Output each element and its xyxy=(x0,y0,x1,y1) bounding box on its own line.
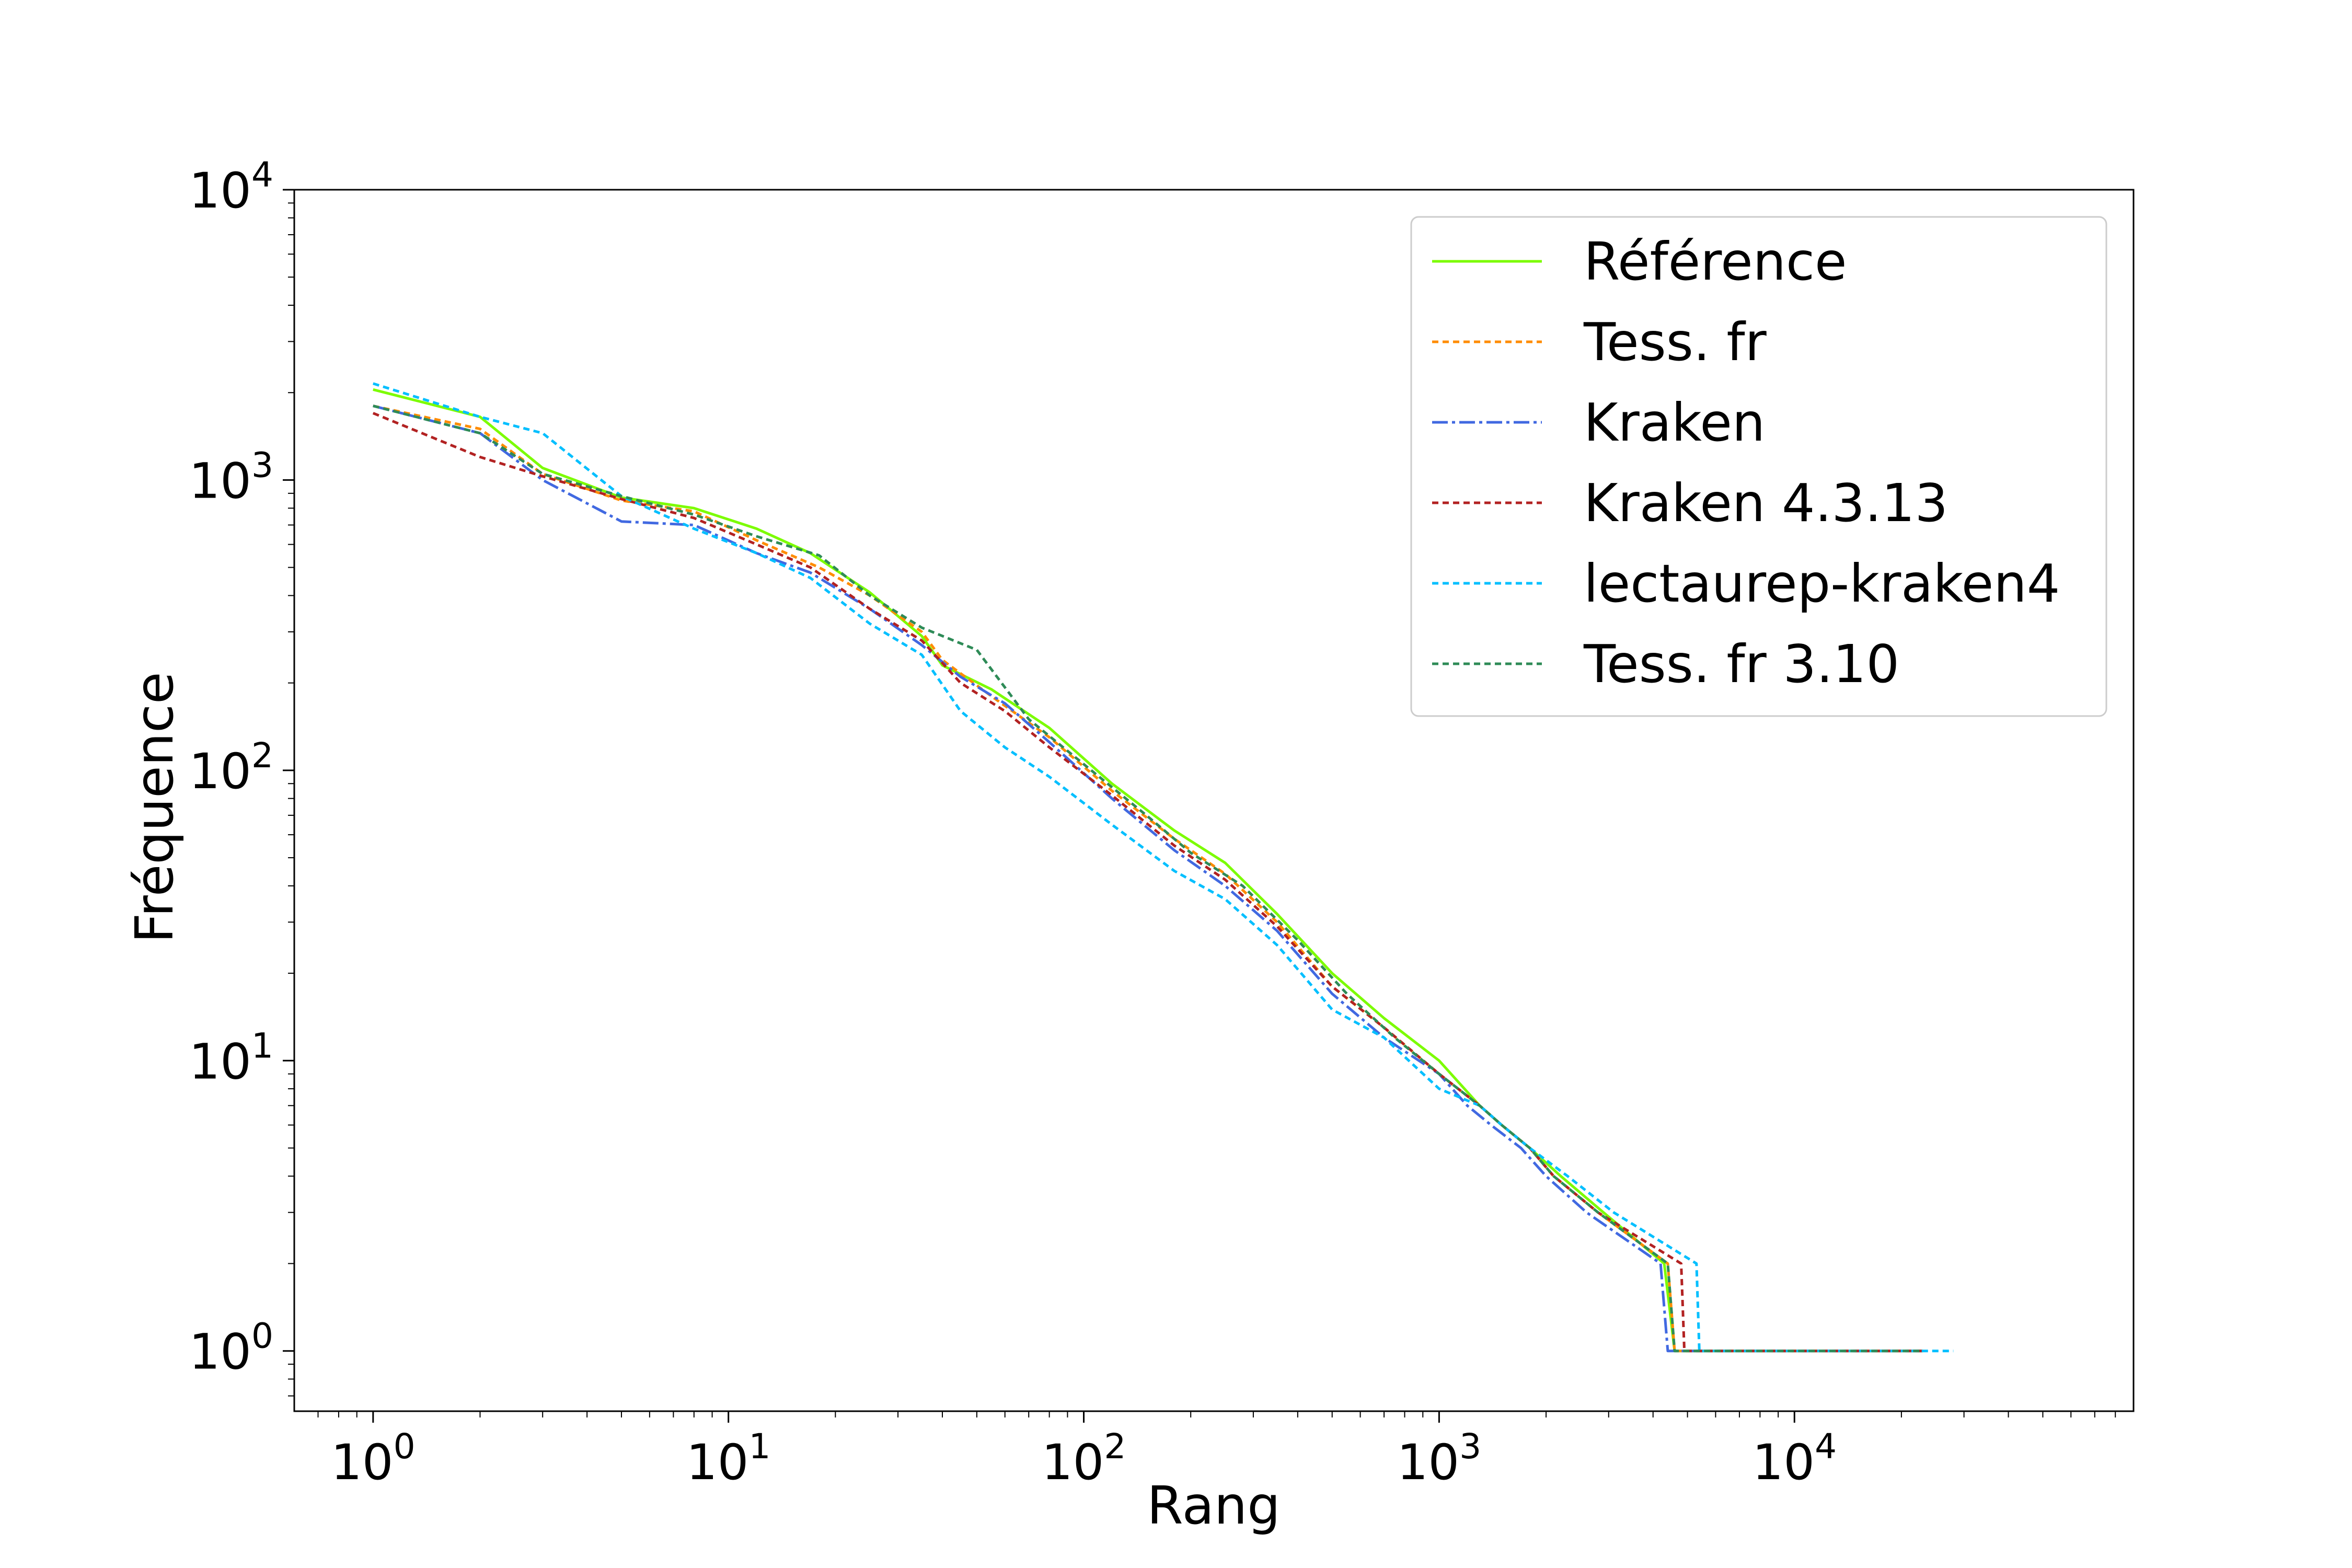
legend-label-6: Tess. fr 3.10 xyxy=(1583,633,1899,695)
legend-box xyxy=(1410,216,2107,717)
series-line-4 xyxy=(372,412,1923,1353)
x-tick-label: 102 xyxy=(1042,1426,1126,1491)
legend-label-5: lectaurep-kraken4 xyxy=(1584,553,2060,614)
y-tick-label: 103 xyxy=(189,445,273,510)
legend-label-4: Kraken 4.3.13 xyxy=(1584,472,1948,534)
y-tick-label: 101 xyxy=(189,1025,273,1090)
y-axis: 100 101 102 103 104 xyxy=(189,155,294,1397)
series-line-6 xyxy=(373,405,1923,1353)
x-tick-label: 103 xyxy=(1397,1426,1482,1491)
x-tick-label: 100 xyxy=(331,1426,416,1491)
x-axis: 100 101 102 103 104 xyxy=(317,1411,2116,1491)
y-tick-label: 104 xyxy=(189,155,273,220)
y-tick-label: 102 xyxy=(189,735,273,800)
plot-frame xyxy=(293,189,2135,1412)
series-layer xyxy=(372,382,1954,1353)
legend-label-3: Kraken xyxy=(1584,392,1765,453)
y-tick-label: 100 xyxy=(189,1316,273,1381)
legend-label-1: Référence xyxy=(1584,231,1847,292)
legend-entries: Référence Tess. fr Kraken Kraken 4.3.13 lect… xyxy=(1432,231,2060,695)
x-tick-label: 101 xyxy=(686,1426,771,1491)
legend: Référence Tess. fr Kraken Kraken 4.3.13 lect… xyxy=(1410,216,2107,717)
series-line-3 xyxy=(373,405,1923,1353)
x-axis-label: Rang xyxy=(1147,1475,1280,1536)
series-line-5 xyxy=(373,382,1954,1353)
x-tick-label: 104 xyxy=(1752,1426,1837,1491)
series-line-1 xyxy=(373,388,1923,1353)
legend-label-2: Tess. fr xyxy=(1583,312,1767,373)
y-axis-label: Fréquence xyxy=(124,672,185,943)
